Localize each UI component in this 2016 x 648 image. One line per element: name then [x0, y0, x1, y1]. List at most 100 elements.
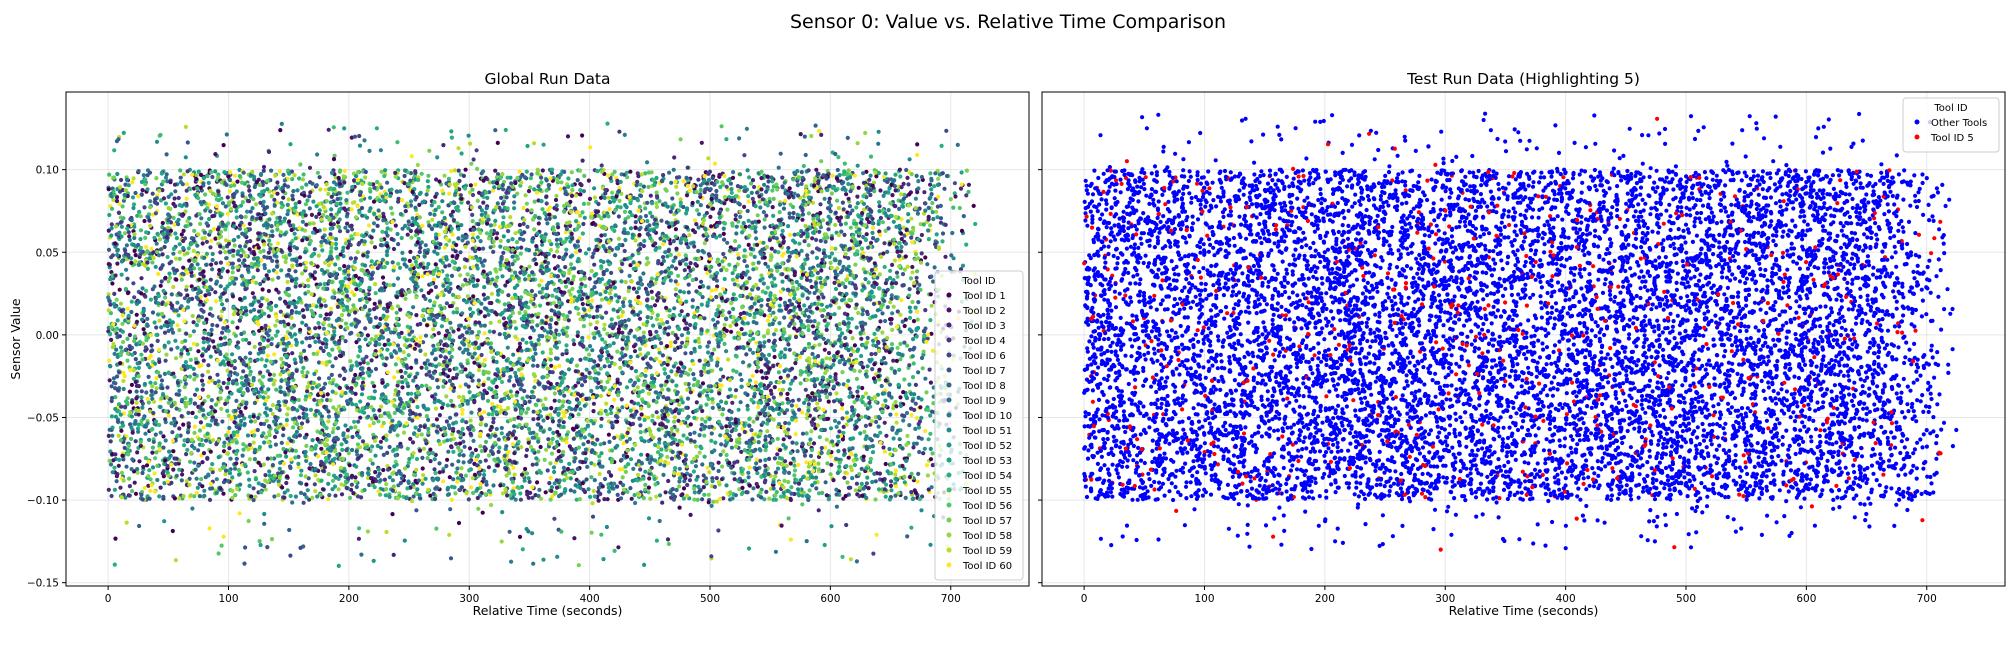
scatter-point: [371, 558, 376, 564]
scatter-point: [500, 172, 505, 177]
scatter-point: [814, 246, 820, 251]
scatter-point: [859, 353, 864, 359]
scatter-point: [352, 259, 357, 264]
scatter-point: [209, 327, 214, 332]
scatter-point: [582, 435, 588, 440]
scatter-point: [762, 225, 767, 230]
scatter-point: [725, 207, 730, 212]
scatter-point: [154, 325, 159, 330]
scatter-point: [185, 430, 191, 435]
scatter-point: [889, 366, 894, 371]
scatter-point: [544, 314, 549, 319]
scatter-point: [685, 184, 691, 189]
scatter-point: [673, 287, 679, 292]
scatter-point: [730, 277, 736, 282]
scatter-point: [790, 215, 796, 220]
scatter-point: [345, 221, 350, 226]
scatter-point: [501, 215, 506, 220]
scatter-point: [637, 416, 642, 421]
scatter-point: [541, 418, 546, 423]
scatter-point: [578, 192, 583, 197]
scatter-point: [262, 277, 267, 282]
scatter-point: [696, 225, 701, 230]
scatter-point: [398, 348, 403, 353]
scatter-point: [279, 440, 284, 445]
scatter-point: [928, 171, 933, 176]
scatter-point: [686, 282, 691, 287]
scatter-point: [773, 283, 778, 288]
scatter-point: [440, 210, 445, 215]
scatter-point: [526, 276, 531, 281]
scatter-point: [902, 377, 907, 382]
scatter-point: [730, 271, 735, 276]
scatter-point: [874, 532, 879, 537]
scatter-point: [459, 151, 464, 156]
scatter-point: [623, 237, 628, 243]
scatter-point: [620, 405, 625, 410]
scatter-point: [289, 325, 294, 330]
scatter-point: [359, 552, 364, 557]
scatter-point: [257, 412, 262, 417]
scatter-point: [160, 301, 165, 306]
scatter-point: [654, 494, 659, 499]
scatter-point: [829, 462, 834, 467]
scatter-point: [436, 331, 441, 336]
scatter-point: [330, 478, 336, 483]
scatter-point: [649, 276, 655, 281]
scatter-point: [910, 270, 915, 275]
scatter-point: [205, 456, 210, 461]
scatter-point: [672, 155, 677, 160]
scatter-point: [295, 188, 300, 193]
scatter-point: [300, 340, 305, 345]
scatter-point: [656, 259, 661, 264]
scatter-point: [629, 496, 634, 501]
scatter-point: [781, 206, 787, 211]
scatter-point: [669, 456, 675, 461]
scatter-point: [173, 231, 178, 236]
scatter-point: [112, 487, 117, 492]
scatter-point: [124, 464, 129, 469]
scatter-point: [909, 329, 914, 334]
scatter-point: [819, 159, 824, 164]
scatter-point: [219, 543, 224, 548]
scatter-point: [508, 374, 513, 380]
scatter-point: [550, 293, 555, 298]
scatter-point: [364, 354, 369, 359]
scatter-point: [595, 320, 600, 325]
scatter-point: [805, 416, 810, 421]
scatter-point: [696, 484, 701, 489]
scatter-point: [906, 212, 911, 217]
scatter-point: [400, 385, 405, 390]
scatter-point: [905, 175, 910, 180]
scatter-point: [524, 340, 529, 345]
scatter-point: [326, 497, 331, 502]
scatter-point: [395, 231, 400, 237]
scatter-point: [714, 278, 720, 283]
scatter-point: [213, 290, 218, 295]
scatter-point: [905, 264, 910, 269]
scatter-point: [710, 400, 715, 405]
scatter-point: [154, 376, 159, 381]
scatter-point: [268, 407, 273, 412]
scatter-point: [697, 358, 702, 363]
scatter-point: [298, 490, 304, 495]
scatter-point: [823, 480, 828, 485]
scatter-point: [863, 130, 868, 136]
scatter-point: [323, 187, 328, 192]
scatter-point: [489, 300, 494, 306]
scatter-point: [360, 213, 365, 218]
scatter-point: [337, 373, 342, 378]
scatter-point: [547, 481, 552, 486]
scatter-point: [319, 387, 324, 392]
scatter-point: [827, 254, 832, 260]
scatter-point: [415, 162, 420, 168]
scatter-point: [177, 203, 182, 208]
scatter-point: [139, 276, 144, 281]
scatter-point: [875, 237, 880, 242]
scatter-point: [112, 148, 117, 153]
scatter-point: [566, 367, 572, 372]
scatter-point: [367, 148, 372, 153]
scatter-point: [206, 369, 211, 374]
scatter-point: [552, 215, 558, 220]
scatter-point: [431, 343, 436, 348]
